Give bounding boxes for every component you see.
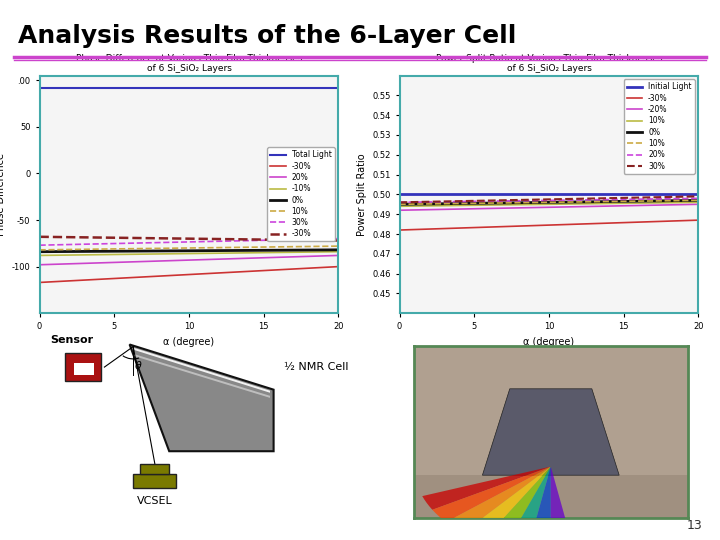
FancyBboxPatch shape xyxy=(133,474,176,488)
Title: Power Split Ratio at Various Thin-Film Thicknesses
of 6 Si_SiO₂ Layers: Power Split Ratio at Various Thin-Film T… xyxy=(436,54,662,73)
Polygon shape xyxy=(133,348,270,393)
Polygon shape xyxy=(130,345,274,451)
Polygon shape xyxy=(446,467,551,533)
FancyBboxPatch shape xyxy=(74,363,94,375)
X-axis label: α (degree): α (degree) xyxy=(523,337,575,347)
Polygon shape xyxy=(422,467,551,510)
Polygon shape xyxy=(463,467,551,540)
Polygon shape xyxy=(482,389,619,475)
Polygon shape xyxy=(527,467,551,540)
FancyBboxPatch shape xyxy=(65,353,101,381)
Polygon shape xyxy=(551,467,575,540)
Legend: Total Light, -30%, 20%, -10%, 0%, 10%, 30%, -30%: Total Light, -30%, 20%, -10%, 0%, 10%, 3… xyxy=(267,147,335,241)
Bar xyxy=(414,475,688,518)
X-axis label: α (degree): α (degree) xyxy=(163,337,215,347)
Text: VCSEL: VCSEL xyxy=(137,496,173,507)
Polygon shape xyxy=(432,467,551,522)
Legend: Initial Light, -30%, -20%, 10%, 0%, 10%, 20%, 30%: Initial Light, -30%, -20%, 10%, 0%, 10%,… xyxy=(624,79,695,173)
Polygon shape xyxy=(482,467,551,540)
Text: ½ NMR Cell: ½ NMR Cell xyxy=(284,362,349,372)
Title: Phase Difference at Various Thin Film Thicknesses
of 6 Si_SiO₂ Layers: Phase Difference at Various Thin Film Th… xyxy=(76,54,302,73)
Text: Analysis Results of the 6-Layer Cell: Analysis Results of the 6-Layer Cell xyxy=(18,24,516,48)
FancyBboxPatch shape xyxy=(140,463,169,474)
Y-axis label: Power Split Ratio: Power Split Ratio xyxy=(356,153,366,236)
Text: 13: 13 xyxy=(686,519,702,532)
Y-axis label: Phase Difference: Phase Difference xyxy=(0,153,6,236)
Polygon shape xyxy=(133,354,270,398)
Text: Sensor: Sensor xyxy=(50,334,94,345)
Polygon shape xyxy=(504,467,551,540)
Text: $\theta$: $\theta$ xyxy=(135,359,143,371)
